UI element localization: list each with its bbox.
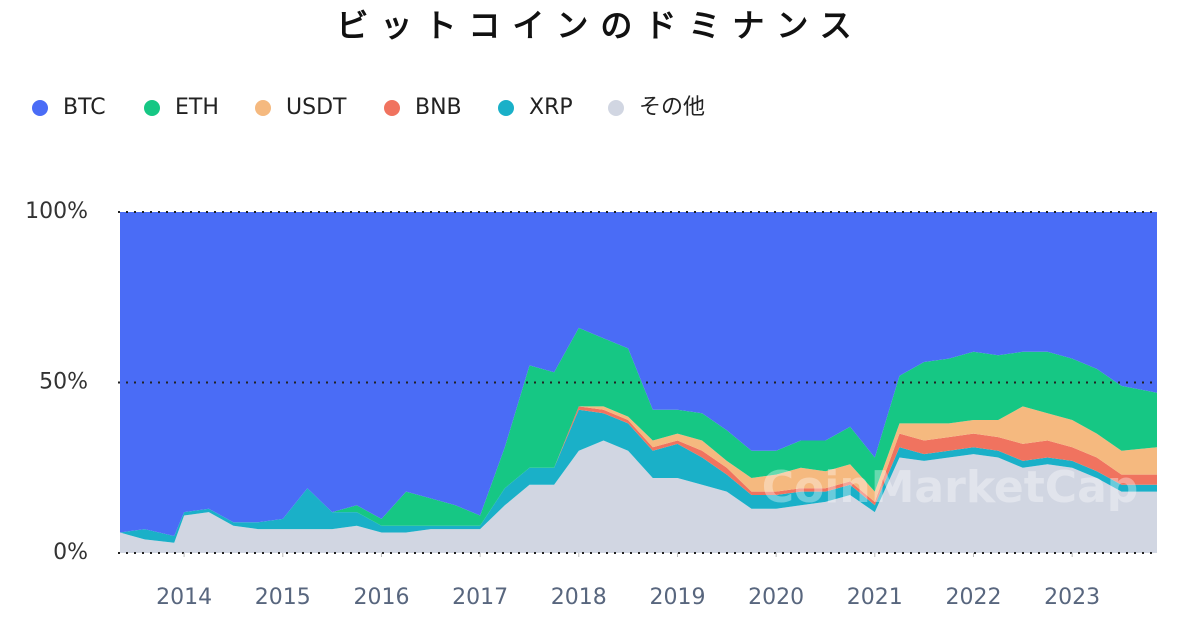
legend-marker bbox=[608, 100, 624, 116]
legend-label: BNB bbox=[415, 95, 462, 120]
area bbox=[120, 406, 1157, 536]
x-tick-label: 2018 bbox=[551, 585, 607, 610]
legend-marker bbox=[144, 100, 160, 116]
area bbox=[120, 409, 1157, 543]
legend-label: BTC bbox=[63, 95, 106, 120]
chart-title: ビットコインのドミナンス bbox=[336, 7, 863, 45]
x-tick-label: 2019 bbox=[649, 585, 705, 610]
area bbox=[120, 440, 1157, 553]
legend-marker bbox=[255, 100, 271, 116]
area bbox=[120, 212, 1157, 536]
legend-label: USDT bbox=[286, 95, 347, 120]
x-tick-label: 2014 bbox=[156, 585, 212, 610]
y-tick-label: 50% bbox=[39, 370, 88, 395]
x-tick-label: 2022 bbox=[945, 585, 1001, 610]
legend-label: その他 bbox=[639, 95, 705, 120]
legend-marker bbox=[384, 100, 400, 116]
x-tick-label: 2021 bbox=[847, 585, 903, 610]
legend-marker bbox=[32, 100, 48, 116]
legend-label: ETH bbox=[175, 95, 219, 120]
legend-label: XRP bbox=[529, 95, 573, 120]
x-tick-label: 2023 bbox=[1044, 585, 1100, 610]
x-tick-label: 2016 bbox=[353, 585, 409, 610]
watermark: CoinMarketCap bbox=[762, 462, 1139, 513]
x-tick-label: 2017 bbox=[452, 585, 508, 610]
y-tick-label: 0% bbox=[53, 540, 88, 565]
area bbox=[120, 406, 1157, 536]
legend-marker bbox=[498, 100, 514, 116]
x-tick-label: 2015 bbox=[255, 585, 311, 610]
x-tick-label: 2020 bbox=[748, 585, 804, 610]
y-tick-label: 100% bbox=[25, 199, 88, 224]
